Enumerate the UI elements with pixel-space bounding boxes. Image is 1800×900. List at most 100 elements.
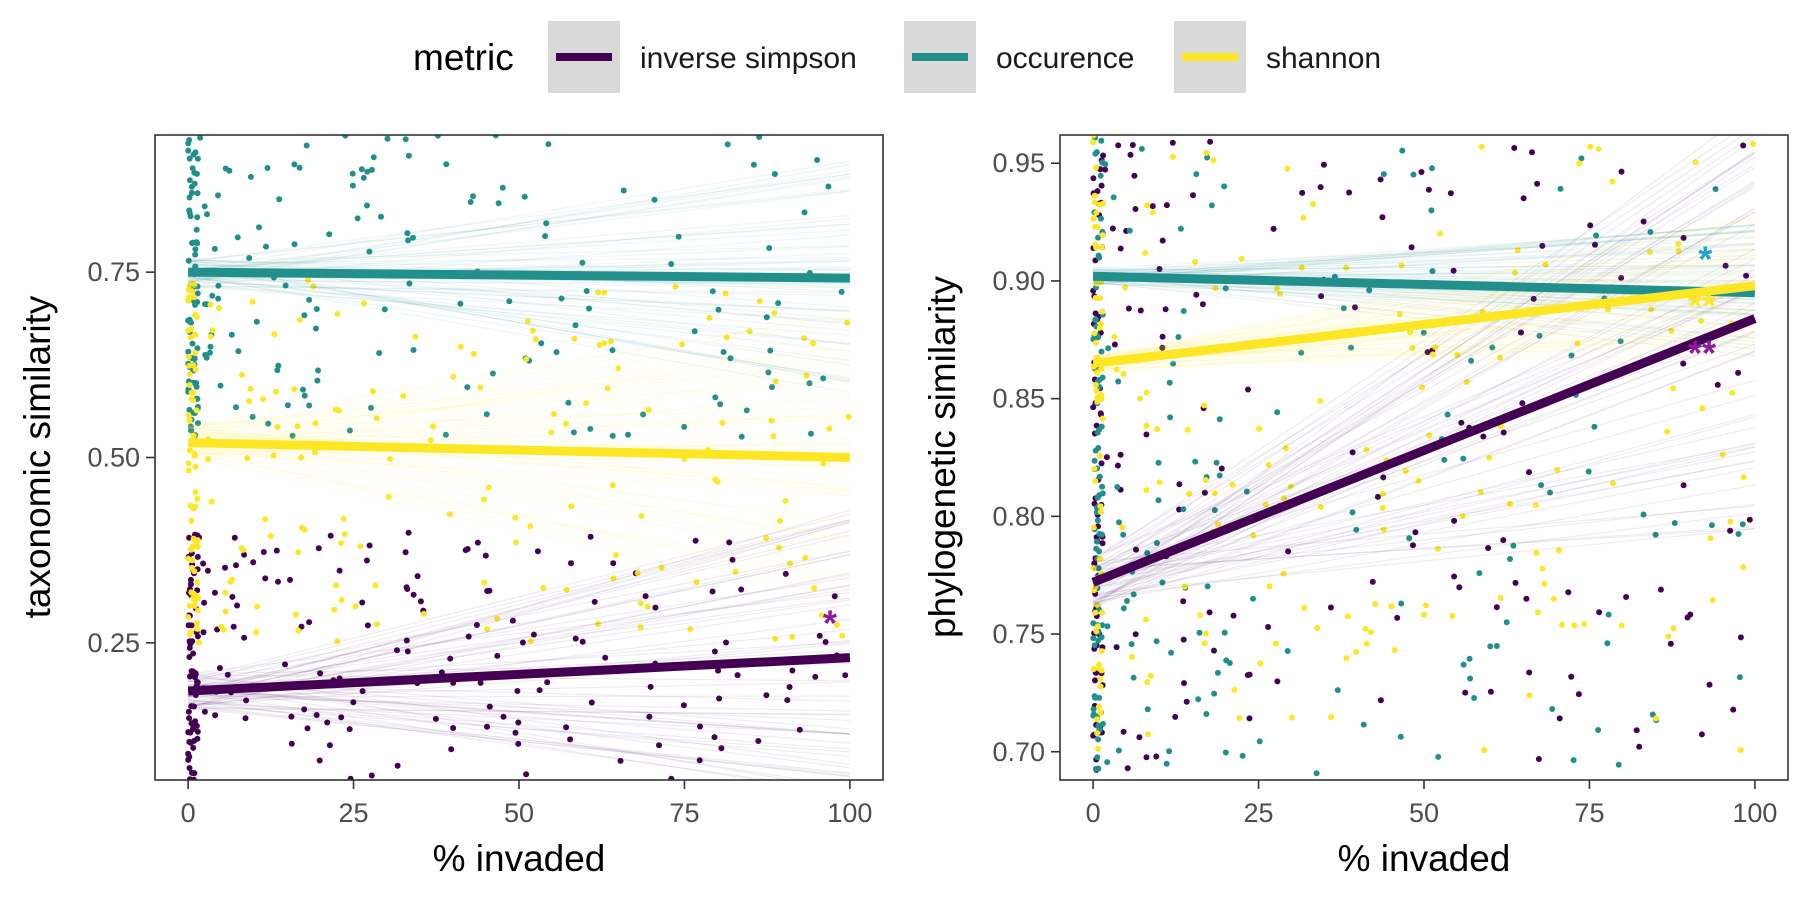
posterior-line (188, 173, 850, 275)
data-point (346, 726, 353, 733)
data-point (1680, 234, 1687, 241)
data-point (587, 425, 594, 432)
data-point (282, 661, 288, 668)
data-point (1471, 695, 1478, 701)
posterior-line (1093, 230, 1755, 277)
posterior-line (1093, 278, 1755, 318)
data-point (234, 234, 241, 241)
data-point (763, 535, 770, 541)
data-point (1246, 715, 1253, 722)
data-point (1099, 308, 1106, 315)
posterior-line (188, 282, 850, 345)
data-point (1568, 352, 1575, 359)
data-point (1410, 171, 1417, 178)
x-tick-label: 75 (1574, 798, 1604, 828)
data-point (1098, 182, 1105, 189)
data-point (1334, 687, 1341, 694)
data-point (1280, 570, 1287, 577)
data-point (1618, 274, 1625, 281)
data-point (211, 589, 218, 596)
data-point (1133, 546, 1139, 553)
data-point (1735, 369, 1742, 376)
posterior-line (1093, 302, 1755, 366)
data-point (801, 335, 808, 342)
data-point (1424, 349, 1431, 356)
y-axis-title-taxonomic: taxonomic similarity (17, 295, 58, 618)
data-point (1349, 509, 1356, 516)
posterior-line (187, 554, 851, 698)
posterior-line (187, 440, 851, 590)
data-point (1092, 223, 1098, 230)
data-point (1090, 712, 1097, 719)
data-point (1480, 433, 1487, 440)
posterior-line (188, 273, 850, 313)
data-point (1379, 214, 1386, 221)
data-point (484, 588, 491, 594)
posterior-line (1093, 282, 1755, 315)
posterior-line (188, 368, 850, 434)
data-point (550, 411, 557, 417)
posterior-line (1092, 208, 1756, 594)
data-point (188, 427, 195, 434)
data-point (1549, 706, 1556, 712)
posterior-line (1093, 526, 1755, 571)
data-point (274, 367, 281, 374)
data-point (1092, 382, 1099, 388)
data-point (1343, 264, 1350, 271)
data-point (1250, 532, 1257, 539)
data-point (1671, 520, 1678, 526)
fit-line-occurence (1092, 271, 1756, 298)
posterior-line (188, 346, 850, 428)
data-point (193, 226, 200, 233)
data-point (558, 295, 565, 302)
data-point (697, 723, 703, 730)
data-point (404, 230, 411, 237)
data-point (187, 581, 194, 588)
data-point (825, 183, 832, 190)
data-point (185, 353, 192, 360)
data-point (572, 322, 579, 329)
data-point (228, 331, 235, 338)
data-point (1640, 511, 1647, 518)
data-point (1143, 487, 1150, 494)
data-point (1180, 598, 1187, 605)
data-point (844, 319, 851, 326)
data-point (402, 549, 409, 556)
data-point (1485, 545, 1492, 551)
x-tick-label: 50 (504, 798, 534, 828)
data-point (186, 282, 193, 289)
data-point (563, 724, 570, 731)
data-point (768, 417, 775, 424)
data-point (1462, 689, 1469, 696)
data-point (1199, 301, 1206, 308)
data-point (291, 386, 298, 393)
data-point (775, 300, 782, 307)
data-point (583, 400, 590, 407)
data-point (185, 555, 192, 562)
posterior-line (187, 456, 851, 579)
data-point (586, 305, 592, 312)
data-point (1211, 647, 1217, 654)
data-point (202, 301, 208, 308)
data-point (1593, 232, 1600, 239)
posterior-line (188, 415, 850, 435)
data-point (190, 239, 197, 246)
data-point (1175, 334, 1182, 340)
data-point (295, 549, 302, 556)
posterior-line (1092, 135, 1734, 561)
data-point (495, 200, 502, 207)
posterior-line (1093, 229, 1755, 282)
data-point (763, 692, 770, 699)
data-point (1092, 478, 1099, 484)
data-point (588, 699, 595, 706)
posterior-line (1092, 240, 1756, 360)
posterior-line (1093, 354, 1755, 370)
posterior-line (1093, 229, 1755, 275)
data-point (1192, 458, 1199, 465)
data-point (1476, 570, 1483, 577)
posterior-line (188, 258, 850, 308)
fit-line-inverse-simpson (187, 653, 851, 696)
data-point (565, 399, 572, 406)
data-point (715, 667, 722, 674)
posterior-line (188, 435, 850, 440)
